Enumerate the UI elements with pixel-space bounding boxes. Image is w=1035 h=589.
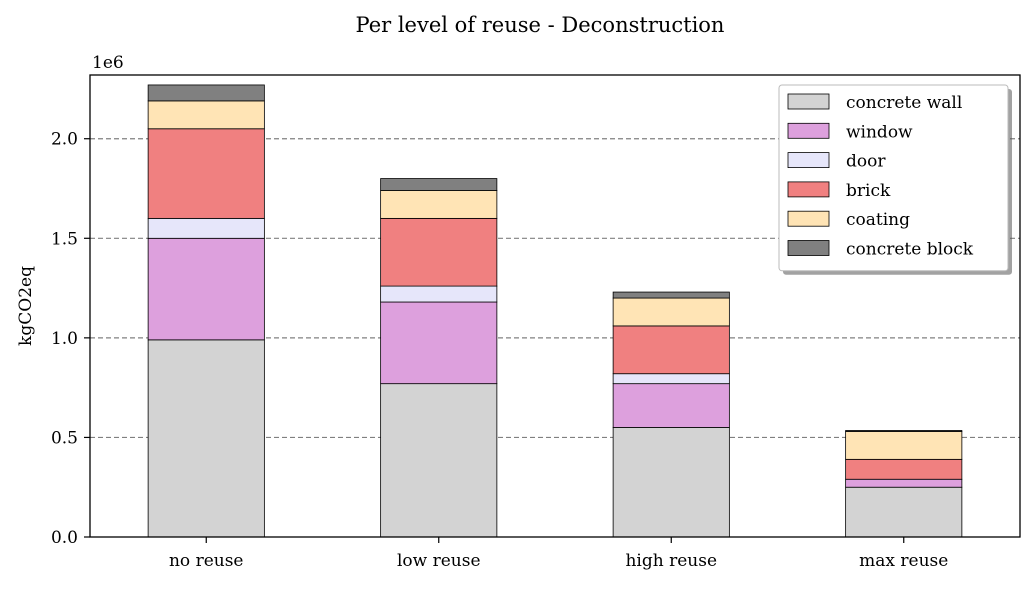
y-tick-label: 0.5 xyxy=(51,428,78,448)
x-tick-label: low reuse xyxy=(397,551,481,571)
legend-swatch xyxy=(787,240,830,256)
bar-segment xyxy=(845,486,963,538)
legend-swatch xyxy=(787,122,830,139)
bar-segment xyxy=(147,128,265,219)
bar-segment xyxy=(147,84,265,102)
y-tick-label: 2.0 xyxy=(51,130,78,150)
bar-segment xyxy=(147,100,265,130)
bar-segment xyxy=(380,178,498,191)
bar-segment xyxy=(612,291,730,299)
bar-segment xyxy=(612,297,730,327)
legend: concrete wall window door brick coating concr… xyxy=(778,84,1012,275)
axis-ticks: 0.0 0.5 1.0 1.5 2.0 no reuse low reuse high reu… xyxy=(51,130,948,571)
bar-segment xyxy=(147,339,265,538)
y-tick-label: 1.5 xyxy=(51,229,78,249)
plot-frame xyxy=(89,74,1021,538)
bar-segment xyxy=(380,217,498,287)
bar-segment xyxy=(845,430,963,432)
bar-segment xyxy=(845,458,963,480)
legend-label: brick xyxy=(846,181,891,201)
y-offset-label: 1e6 xyxy=(92,53,124,73)
x-tick-label: no reuse xyxy=(169,551,244,571)
bar-segment xyxy=(845,431,963,460)
bar-segment xyxy=(147,217,265,239)
bar-segment xyxy=(612,325,730,375)
legend-label: window xyxy=(846,122,913,142)
legend-swatch xyxy=(787,152,830,169)
legend-label: concrete block xyxy=(846,240,974,260)
x-tick-label: high reuse xyxy=(625,551,717,571)
bar-segment xyxy=(845,478,963,488)
bars xyxy=(147,84,963,538)
bar-segment xyxy=(380,383,498,538)
bar-segment xyxy=(612,383,730,428)
bar-segment xyxy=(380,301,498,385)
y-axis-label: kgCO2eq xyxy=(16,266,36,346)
bar-segment xyxy=(612,373,730,385)
bar-segment xyxy=(380,285,498,303)
legend-swatch xyxy=(787,210,830,227)
legend-label: concrete wall xyxy=(846,93,962,113)
bar-segment xyxy=(380,190,498,219)
legend-label: door xyxy=(846,152,886,172)
legend-swatch xyxy=(787,181,830,198)
legend-label: coating xyxy=(846,210,910,230)
y-tick-label: 1.0 xyxy=(51,329,78,349)
chart-title: Per level of reuse - Deconstruction xyxy=(356,13,725,37)
bar-segment xyxy=(147,237,265,341)
x-tick-label: max reuse xyxy=(859,551,948,571)
legend-box xyxy=(778,84,1009,272)
y-tick-label: 0.0 xyxy=(51,528,78,548)
bar-segment xyxy=(612,427,730,538)
legend-swatch xyxy=(787,93,830,110)
